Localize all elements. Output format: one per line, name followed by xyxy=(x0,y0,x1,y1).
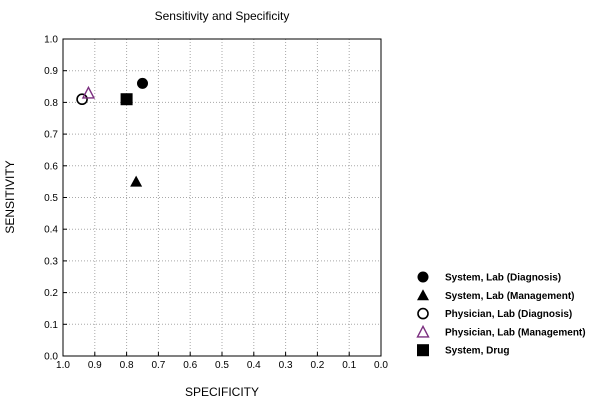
data-point-open-triangle xyxy=(81,85,96,99)
y-axis-label: SENSITIVITY xyxy=(3,160,17,233)
y-tick-label: 0.2 xyxy=(44,288,58,299)
data-point-filled-circle xyxy=(137,77,148,89)
y-tick-label: 1.0 xyxy=(44,35,58,46)
y-tick-label: 0.4 xyxy=(44,225,58,236)
legend-label: System, Lab (Management) xyxy=(445,291,574,302)
legend-label: System, Drug xyxy=(445,346,509,357)
x-tick-label: 0.6 xyxy=(183,360,197,371)
legend-label: System, Lab (Diagnosis) xyxy=(445,273,561,284)
x-tick-label: 0.3 xyxy=(279,360,293,371)
data-point-filled-triangle xyxy=(130,175,143,187)
legend-open-circle-icon xyxy=(417,307,429,320)
legend-filled-square-icon xyxy=(417,344,429,357)
x-tick-label: 1.0 xyxy=(56,360,70,371)
data-point-open-circle xyxy=(76,93,88,106)
x-tick-label: 0.1 xyxy=(342,360,356,371)
x-tick-label: 0.5 xyxy=(215,360,229,371)
x-tick-label: 0.8 xyxy=(120,360,134,371)
y-tick-label: 0.6 xyxy=(44,161,58,172)
data-markers xyxy=(76,77,148,187)
y-tick-label: 0.7 xyxy=(44,130,58,141)
legend-label: Physician, Lab (Diagnosis) xyxy=(445,309,572,320)
axis-ticks: 1.0 0.9 0.8 0.7 0.6 0.5 0.4 0.3 0.2 0.1 0.0 0.0 0.1 0… xyxy=(44,35,388,372)
legend-filled-circle-icon xyxy=(417,271,429,283)
y-tick-label: 0.5 xyxy=(44,193,58,204)
y-tick-label: 0.3 xyxy=(44,256,58,267)
x-axis-label: SPECIFICITY xyxy=(185,385,259,399)
y-tick-label: 0.8 xyxy=(44,98,58,109)
y-tick-label: 0.0 xyxy=(44,352,58,363)
x-tick-label: 0.2 xyxy=(310,360,324,371)
legend-open-triangle-icon xyxy=(416,324,430,338)
legend: System, Lab (Diagnosis) System, Lab (Mana… xyxy=(416,271,586,357)
legend-label: Physician, Lab (Management) xyxy=(445,327,586,338)
y-tick-label: 0.9 xyxy=(44,66,58,77)
x-tick-label: 0.9 xyxy=(88,360,102,371)
x-tick-label: 0.4 xyxy=(247,360,261,371)
chart-title: Sensitivity and Specificity xyxy=(155,9,290,23)
grid-lines xyxy=(63,39,381,356)
y-tick-label: 0.1 xyxy=(44,320,58,331)
data-point-filled-square xyxy=(120,93,133,106)
x-tick-label: 0.0 xyxy=(374,360,388,371)
legend-filled-triangle-icon xyxy=(417,289,429,301)
x-tick-label: 0.7 xyxy=(151,360,165,371)
